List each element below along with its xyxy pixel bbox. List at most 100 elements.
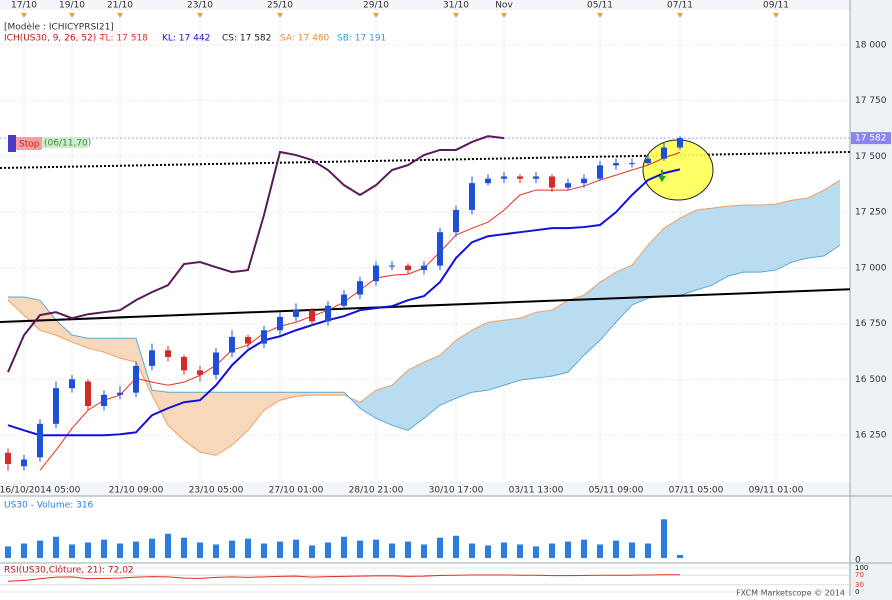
volume-bar — [133, 541, 139, 558]
candle-body — [325, 305, 331, 322]
top-date-label: 31/10 — [443, 1, 469, 11]
back-layer — [0, 10, 851, 593]
candle-body — [149, 350, 155, 366]
top-date-label: 23/10 — [187, 1, 213, 11]
cloud-fill — [488, 320, 504, 391]
rsi-title: RSI(US30,Clôture, 21): 72,02 — [4, 565, 134, 576]
candle-body — [357, 281, 363, 295]
volume-bar — [469, 543, 475, 558]
cloud-fill — [216, 392, 232, 456]
volume-bar — [117, 543, 123, 558]
candle-body — [677, 138, 683, 148]
volume-bar — [533, 546, 539, 558]
cloud-fill — [248, 392, 264, 431]
volume-bar — [261, 543, 267, 558]
volume-bar — [421, 544, 427, 558]
candle-body — [533, 176, 539, 179]
y-tick-label: 17 000 — [855, 263, 887, 273]
candle-body — [549, 176, 555, 188]
cloud-fill — [680, 210, 696, 296]
cloud-fill — [72, 335, 88, 349]
volume-bar — [549, 543, 555, 558]
volume-bar — [213, 544, 219, 558]
x-tick-label: 30/10 17:00 — [429, 486, 484, 496]
volume-bar — [437, 537, 443, 558]
cloud-fill — [552, 300, 568, 377]
day-marker — [277, 13, 283, 18]
day-marker — [501, 13, 507, 18]
volume-bar — [53, 536, 59, 558]
volume-bar — [565, 541, 571, 558]
top-date-label: 29/10 — [363, 1, 389, 11]
day-marker — [597, 13, 603, 18]
candle-body — [309, 310, 315, 322]
candle-body — [597, 165, 603, 179]
x-tick-label: 28/10 21:00 — [349, 486, 404, 496]
candle-body — [5, 452, 11, 464]
candle-body — [69, 379, 75, 389]
cloud-fill — [760, 204, 776, 273]
kl-label: KL: 17 442 — [162, 34, 210, 44]
sb-label: SB: 17 191 — [337, 34, 386, 44]
candle-body — [469, 183, 475, 210]
volume-bar — [597, 544, 603, 558]
stop-box — [16, 137, 42, 150]
volume-bar — [293, 539, 299, 558]
cloud-fill — [472, 322, 488, 393]
cloud-fill — [376, 385, 392, 426]
volume-bar — [197, 542, 203, 558]
cloud-fill — [280, 392, 296, 401]
y-tick-label: 17 500 — [855, 152, 887, 162]
y-tick-label: 100 — [855, 564, 868, 572]
indicator-line — [7, 168, 681, 437]
buy-arrow — [658, 170, 666, 182]
volume-bar — [501, 542, 507, 558]
top-date-label: 17/10 — [11, 1, 37, 11]
volume-bar — [37, 540, 43, 558]
volume-bar — [373, 539, 379, 558]
volume-bar — [69, 544, 75, 558]
candle-body — [341, 294, 347, 306]
candle-body — [661, 147, 667, 159]
candle-body — [277, 316, 283, 331]
day-marker — [677, 13, 683, 18]
footer: FXCM Marketscope © 2014 — [736, 589, 845, 598]
last-price-label: 17 582 — [855, 134, 887, 144]
volume-bar — [309, 545, 315, 558]
volume-bar — [389, 543, 395, 558]
volume-bar — [341, 536, 347, 558]
candle-body — [101, 394, 107, 407]
cloud-fill — [456, 330, 472, 399]
y-tick-label: 70 — [855, 571, 864, 579]
cloud-fill — [504, 318, 520, 386]
candle-body — [613, 163, 619, 166]
cloud-fill — [600, 272, 616, 341]
candle-body — [517, 176, 523, 179]
volume-bar — [661, 519, 667, 558]
y-tick-label: 16 500 — [855, 375, 887, 385]
candle-body — [197, 370, 203, 375]
senkou-b-line — [8, 244, 841, 431]
y-tick-label: 17 750 — [855, 96, 887, 106]
top-date-label: 05/11 — [587, 1, 613, 11]
cloud-fill — [520, 312, 536, 381]
candle-body — [229, 336, 235, 353]
candle-body — [85, 381, 91, 407]
volume-bar — [85, 542, 91, 558]
cloud-fill — [232, 392, 248, 446]
volume-bar — [581, 539, 587, 558]
cloud-fill — [120, 338, 136, 363]
day-marker — [197, 13, 203, 18]
candle-body — [293, 310, 299, 317]
candle-body — [565, 183, 571, 188]
cloud-fill — [24, 297, 40, 331]
volume-bar — [101, 539, 107, 558]
cloud-fill — [536, 310, 552, 379]
top-date-label: 19/10 — [59, 1, 85, 11]
candle-body — [213, 352, 219, 375]
x-tick-label: 21/10 09:00 — [109, 486, 164, 496]
cloud-fill — [776, 200, 792, 271]
volume-bar — [517, 544, 523, 558]
top-date-strip — [0, 0, 850, 10]
